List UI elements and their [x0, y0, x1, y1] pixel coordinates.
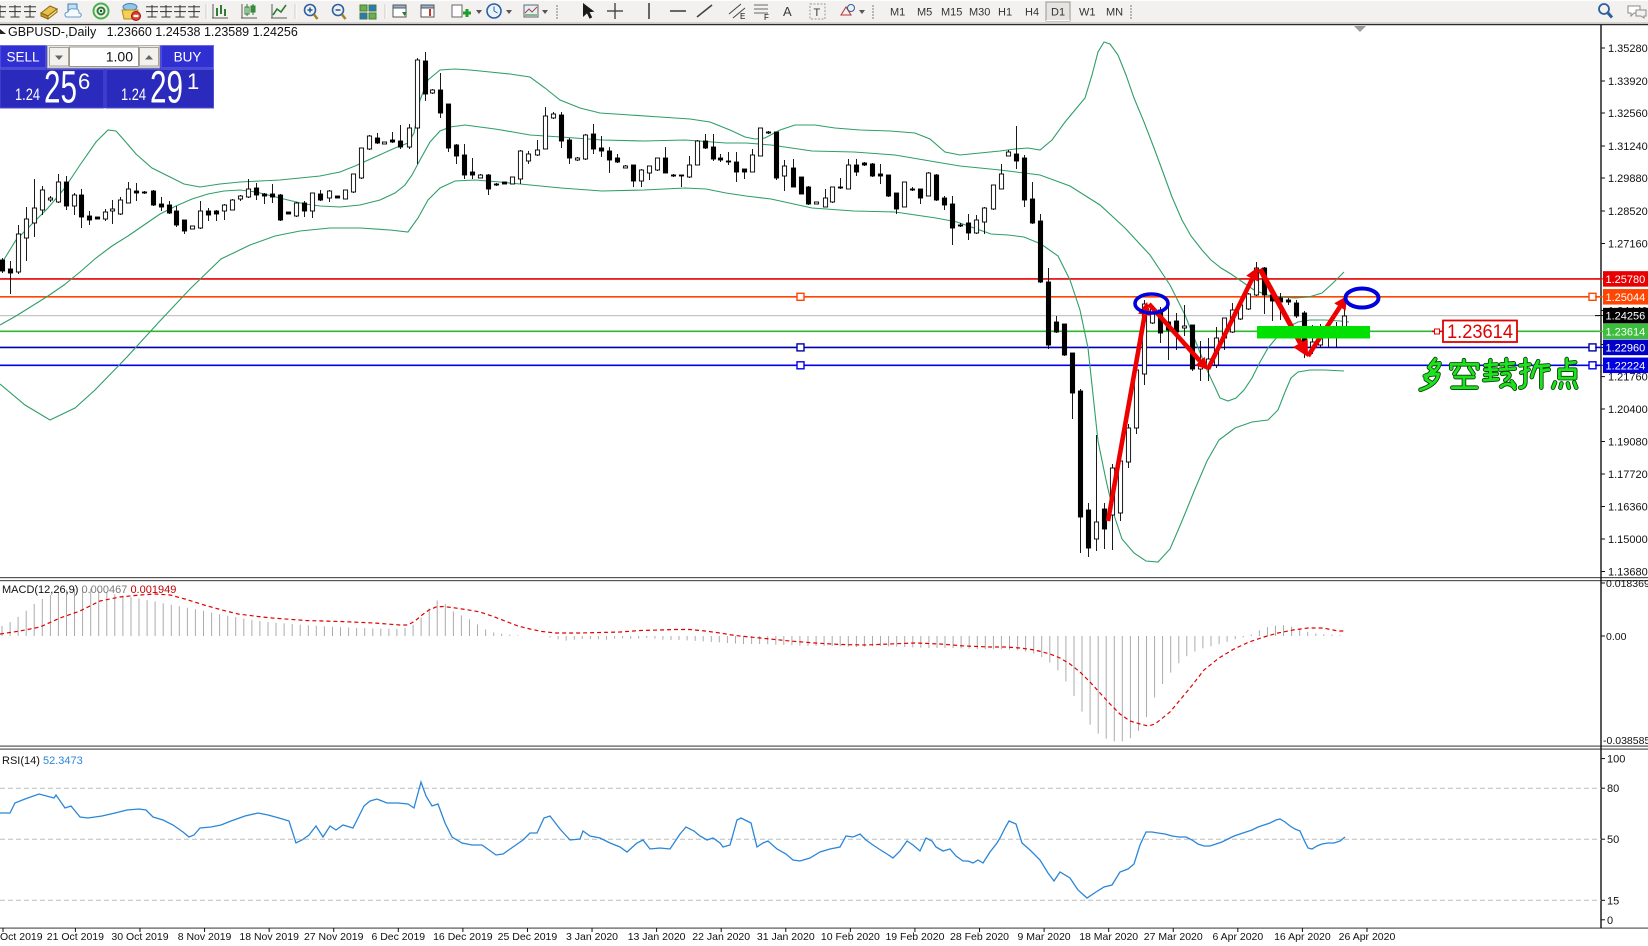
svg-text:10 Feb 2020: 10 Feb 2020: [821, 931, 880, 943]
svg-text:6 Dec 2019: 6 Dec 2019: [371, 931, 425, 943]
svg-text:1.32560: 1.32560: [1608, 108, 1648, 120]
svg-text:1.25044: 1.25044: [1606, 292, 1646, 304]
svg-text:3 Jan 2020: 3 Jan 2020: [566, 931, 618, 943]
svg-text:1.19080: 1.19080: [1608, 437, 1648, 449]
svg-text:H1: H1: [998, 7, 1012, 19]
svg-text:BUY: BUY: [174, 50, 202, 65]
svg-text:1.28520: 1.28520: [1608, 206, 1648, 218]
svg-text:25: 25: [44, 62, 77, 113]
svg-text:0.018369: 0.018369: [1606, 578, 1648, 590]
svg-text:18 Mar 2020: 18 Mar 2020: [1079, 931, 1138, 943]
svg-text:19 Feb 2020: 19 Feb 2020: [885, 931, 944, 943]
svg-text:M15: M15: [941, 7, 962, 19]
svg-text:1.24: 1.24: [15, 85, 40, 104]
svg-text:1: 1: [187, 69, 199, 94]
svg-text:1.22960: 1.22960: [1606, 342, 1646, 354]
svg-text:1.15000: 1.15000: [1608, 534, 1648, 546]
svg-text:E: E: [740, 12, 745, 21]
svg-text:1.13680: 1.13680: [1608, 567, 1648, 579]
svg-text:22 Jan 2020: 22 Jan 2020: [692, 931, 750, 943]
svg-text:6 Apr 2020: 6 Apr 2020: [1212, 931, 1263, 943]
svg-text:MN: MN: [1106, 7, 1123, 19]
svg-text:27 Mar 2020: 27 Mar 2020: [1144, 931, 1203, 943]
svg-text:RSI(14) 52.3473: RSI(14) 52.3473: [2, 755, 83, 767]
svg-text:Oct 2019: Oct 2019: [0, 931, 43, 943]
svg-text:SELL: SELL: [6, 50, 40, 65]
svg-text:1.25780: 1.25780: [1606, 274, 1646, 286]
svg-text:H4: H4: [1025, 7, 1039, 19]
svg-text:15: 15: [1607, 895, 1619, 907]
svg-text:26 Apr 2020: 26 Apr 2020: [1339, 931, 1396, 943]
svg-text:D1: D1: [1051, 7, 1065, 19]
svg-text:1.31240: 1.31240: [1608, 141, 1648, 153]
svg-text:1.23614: 1.23614: [1447, 322, 1513, 343]
svg-text:A: A: [783, 4, 792, 19]
svg-text:31 Jan 2020: 31 Jan 2020: [757, 931, 815, 943]
svg-text:W1: W1: [1079, 7, 1096, 19]
svg-text:21 Oct 2019: 21 Oct 2019: [47, 931, 104, 943]
svg-text:1.33920: 1.33920: [1608, 76, 1648, 88]
svg-text:M30: M30: [969, 7, 990, 19]
svg-text:1.20400: 1.20400: [1608, 404, 1648, 416]
svg-text:100: 100: [1607, 754, 1625, 766]
svg-text:29: 29: [150, 62, 183, 113]
svg-text:T: T: [814, 7, 821, 19]
svg-text:M1: M1: [890, 7, 905, 19]
svg-text:16 Dec 2019: 16 Dec 2019: [433, 931, 493, 943]
svg-text:1.35280: 1.35280: [1608, 43, 1648, 55]
svg-text:M5: M5: [917, 7, 932, 19]
svg-text:27 Nov 2019: 27 Nov 2019: [304, 931, 364, 943]
svg-text:1.17720: 1.17720: [1608, 469, 1648, 481]
svg-text:1.21760: 1.21760: [1608, 372, 1648, 384]
svg-text:18 Nov 2019: 18 Nov 2019: [239, 931, 299, 943]
svg-text:50: 50: [1607, 834, 1619, 846]
svg-text:1.24256: 1.24256: [1606, 311, 1646, 323]
svg-text:1.29880: 1.29880: [1608, 173, 1648, 185]
svg-text:GBPUSD-,Daily 1.23660 1.2453: GBPUSD-,Daily 1.23660 1.24538 1.23589 1.…: [8, 25, 298, 39]
svg-text:30 Oct 2019: 30 Oct 2019: [111, 931, 168, 943]
svg-text:25 Dec 2019: 25 Dec 2019: [498, 931, 558, 943]
svg-text:8 Nov 2019: 8 Nov 2019: [178, 931, 232, 943]
svg-text:-0.038585: -0.038585: [1603, 735, 1648, 747]
svg-text:0: 0: [1607, 915, 1613, 927]
svg-text:80: 80: [1607, 783, 1619, 795]
svg-text:1.24: 1.24: [121, 85, 146, 104]
svg-text:1.27160: 1.27160: [1608, 239, 1648, 251]
svg-text:9 Mar 2020: 9 Mar 2020: [1018, 931, 1071, 943]
svg-text:1.23614: 1.23614: [1606, 326, 1646, 338]
svg-text:MACD(12,26,9) 0.000467 0.00194: MACD(12,26,9) 0.000467 0.001949: [2, 584, 176, 596]
svg-text:1.22224: 1.22224: [1606, 360, 1646, 372]
svg-text:28 Feb 2020: 28 Feb 2020: [950, 931, 1009, 943]
svg-text:F: F: [764, 13, 769, 22]
svg-text:16 Apr 2020: 16 Apr 2020: [1274, 931, 1331, 943]
svg-text:1.16360: 1.16360: [1608, 502, 1648, 514]
svg-text:6: 6: [78, 69, 90, 94]
svg-text:0.00: 0.00: [1606, 631, 1627, 643]
svg-text:13 Jan 2020: 13 Jan 2020: [628, 931, 686, 943]
svg-text:1.00: 1.00: [106, 49, 133, 65]
